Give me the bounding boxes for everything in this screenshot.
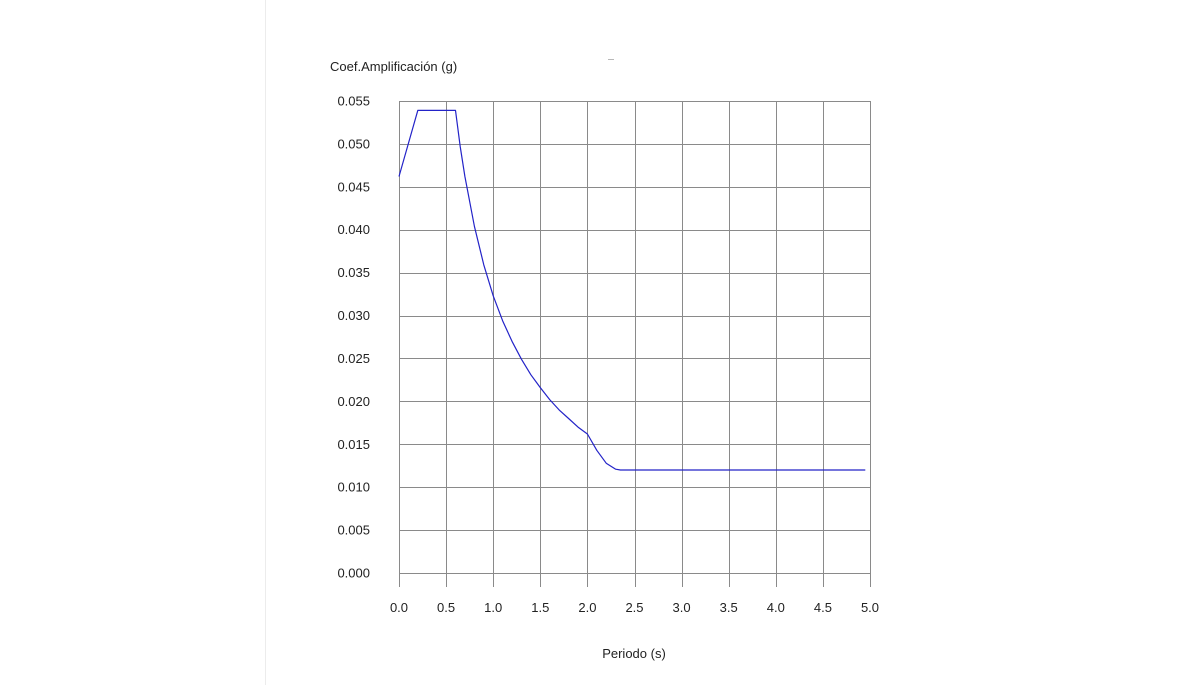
y-tick-label: 0.030 — [337, 308, 370, 323]
y-tick-label: 0.045 — [337, 179, 370, 194]
y-tick-label: 0.040 — [337, 222, 370, 237]
x-tick-label: 2.5 — [625, 600, 643, 615]
x-tick-label: 1.5 — [531, 600, 549, 615]
x-axis-title: Periodo (s) — [602, 646, 666, 661]
y-tick-label: 0.005 — [337, 523, 370, 538]
y-tick-label: 0.010 — [337, 480, 370, 495]
x-tick-label: 4.5 — [814, 600, 832, 615]
y-tick-label: 0.035 — [337, 265, 370, 280]
x-tick-label: 3.0 — [673, 600, 691, 615]
y-tick-label: 0.050 — [337, 136, 370, 151]
x-tick-label: 0.5 — [437, 600, 455, 615]
series-group — [398, 109, 866, 471]
y-tick-label: 0.020 — [337, 394, 370, 409]
y-tick-label: 0.025 — [337, 351, 370, 366]
x-tick-label: 1.0 — [484, 600, 502, 615]
y-axis-title: Coef.Amplificación (g) — [330, 59, 457, 74]
y-tick-label: 0.015 — [337, 437, 370, 452]
x-tick-label: 4.0 — [767, 600, 785, 615]
panel-divider — [265, 0, 266, 685]
x-tick-label: 3.5 — [720, 600, 738, 615]
series-line — [398, 109, 866, 471]
decorative-mark — [608, 59, 614, 60]
y-tick-labels: 0.055 0.050 0.045 0.040 0.035 0.030 0.025 0.020… — [337, 94, 370, 581]
y-tick-label: 0.000 — [337, 566, 370, 581]
x-tick-label: 0.0 — [390, 600, 408, 615]
y-tick-label: 0.055 — [337, 94, 370, 109]
grid-lines — [399, 101, 871, 587]
x-tick-labels: 0.0 0.5 1.0 1.5 2.0 2.5 3.0 3.5 4.0 4.5 5.0 — [390, 600, 879, 615]
x-tick-label: 2.0 — [578, 600, 596, 615]
x-tick-label: 5.0 — [861, 600, 879, 615]
